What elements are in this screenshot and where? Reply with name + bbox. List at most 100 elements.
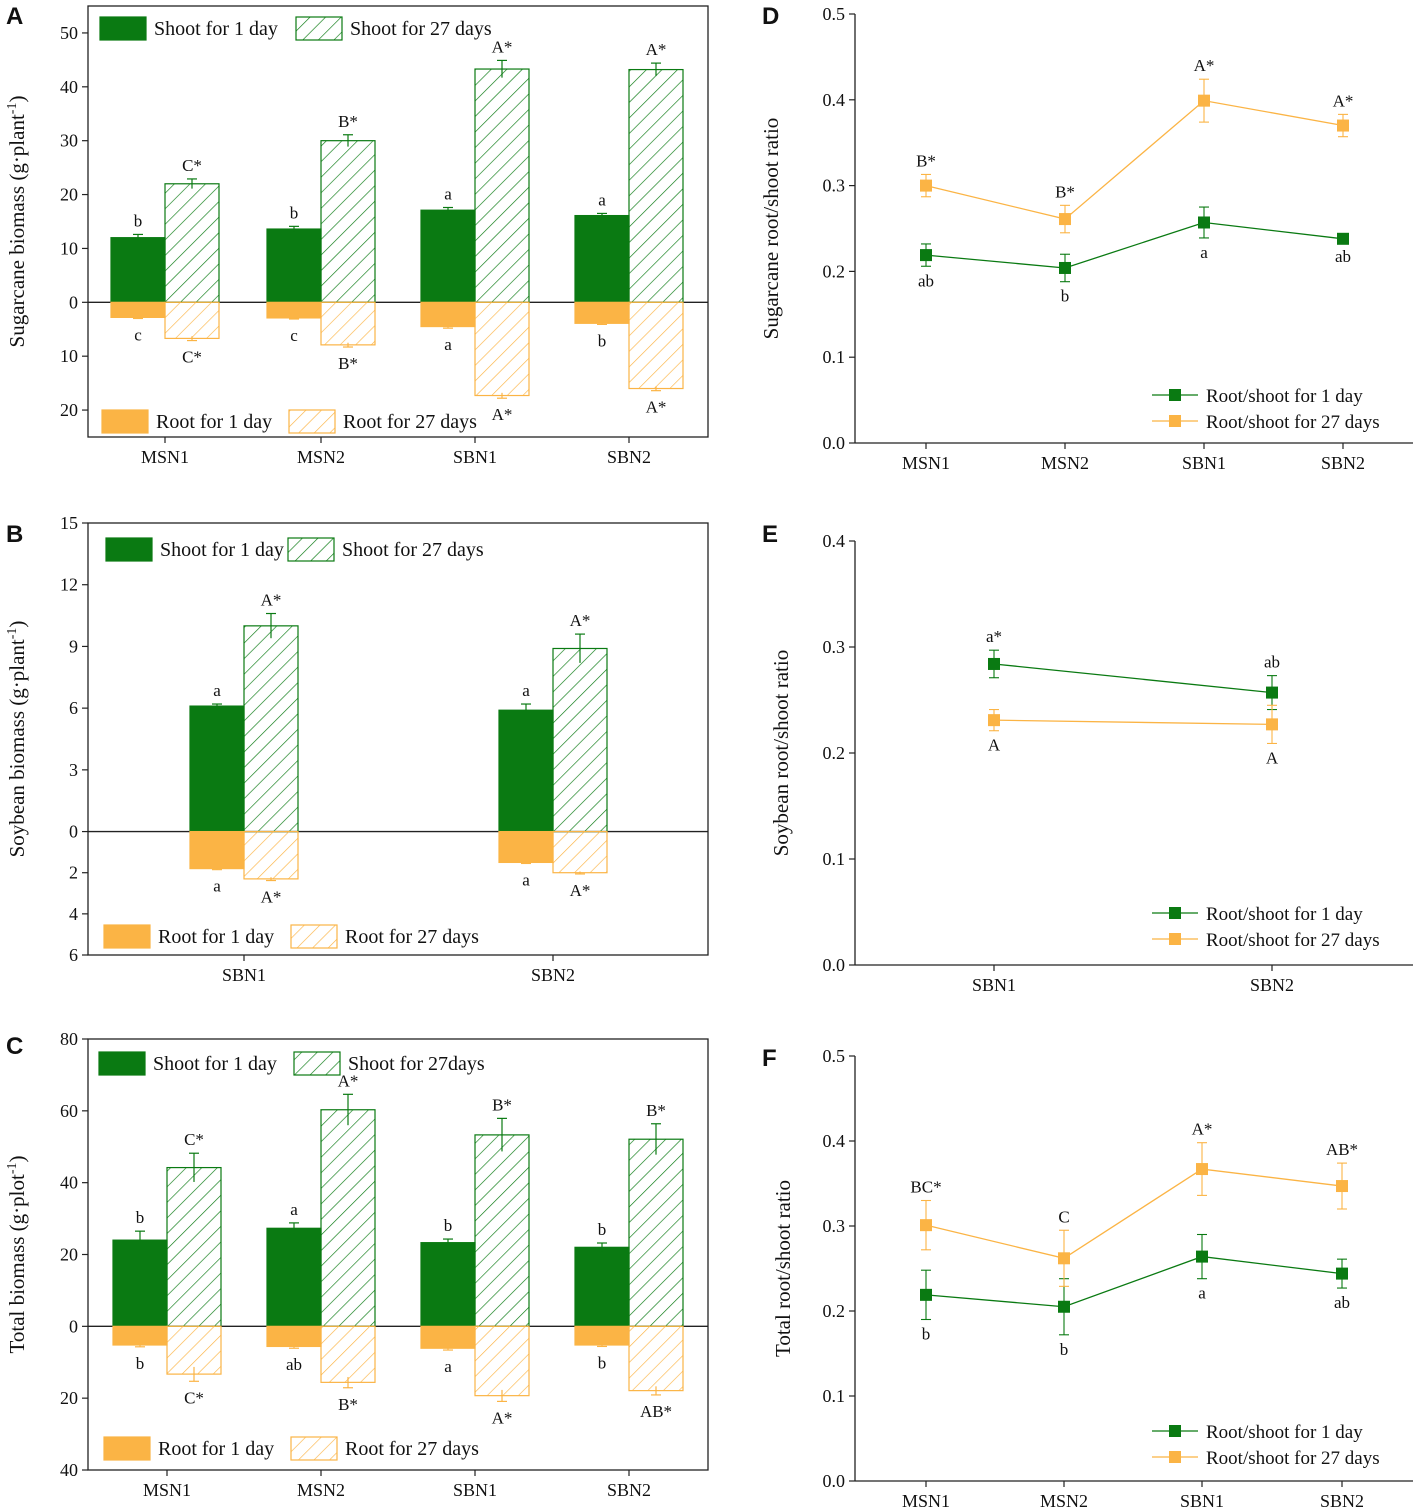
x-tick-label: SBN1 [1182,453,1226,473]
y-tick-label: 2 [69,863,78,883]
y-tick-label: 0.0 [823,433,846,453]
significance-letter: C* [184,1130,204,1149]
x-tick-label: MSN1 [902,1491,950,1510]
panel-letter-b: B [6,521,23,548]
bar [474,301,530,397]
significance-letter: A [1266,748,1279,767]
legend-swatch [99,16,147,41]
legend-swatch [290,1436,338,1461]
y-tick-label: 6 [69,945,78,965]
bar [420,1242,476,1327]
bar [164,183,220,303]
bar [420,301,476,328]
significance-letter: A* [646,398,667,417]
y-tick-label: 0.1 [823,1386,846,1406]
data-point-marker [1196,1163,1208,1176]
significance-letter: A* [570,611,591,630]
significance-letter: AB* [1326,1140,1358,1159]
data-point-marker [1059,261,1071,274]
significance-letter: b [290,203,299,222]
bar [420,1325,476,1349]
significance-letter: a [1198,1284,1206,1303]
legend-label: Shoot for 1 day [160,539,284,561]
legend-label: Root for 27 days [345,926,479,948]
significance-letter: a [444,184,452,203]
y-tick-label: 50 [60,23,78,43]
significance-letter: b [444,1216,453,1235]
significance-letter: ab [1334,1293,1350,1312]
bar [112,1325,168,1346]
significance-letter: a [522,681,530,700]
significance-letter: b [136,1354,145,1373]
panel-a-sugarcane-biomass: A 50 40 30 20 10 0 10 20 MSN1 MSN2 SBN1 SBN2 Sugarca… [5,3,709,467]
y-tick-label: 4 [69,904,78,924]
y-axis-label: Soybean root/shoot ratio [769,650,793,856]
y-tick-label: 0.3 [823,637,846,657]
bar [552,647,608,833]
series-line [993,663,1273,694]
y-axis-label-sup: -1 [5,1162,20,1174]
data-point-marker [1198,94,1210,107]
bar [266,228,322,303]
x-tick-label: SBN2 [1320,1491,1364,1510]
legend-swatch [287,537,335,562]
panel-letter-e: E [762,521,778,548]
significance-letter: B* [916,151,936,170]
legend-swatch [101,409,149,434]
panel-letter-c: C [6,1033,23,1060]
legend-marker [1169,389,1181,401]
y-tick-label: 6 [69,698,78,718]
series-line [925,1168,1343,1259]
significance-letter: C* [182,348,202,367]
x-tick-label: SBN1 [453,447,497,467]
y-axis-label-sup: -1 [5,103,20,115]
significance-letter: a [522,870,530,889]
bar [628,1138,684,1327]
significance-letter: a* [986,627,1002,646]
significance-letter: A* [1194,56,1215,75]
legend-label: Shoot for 1 day [153,1053,277,1075]
bar [474,1134,530,1327]
y-axis-label-close: ) [5,621,29,628]
significance-letter: b [598,1220,607,1239]
y-tick-label: 0 [69,1316,78,1336]
data-point-marker [1198,216,1210,229]
bar [112,1239,168,1327]
legend-label: Shoot for 1 day [154,18,278,40]
significance-letter: B* [1055,182,1075,201]
significance-letter: b [922,1325,931,1344]
x-tick-label: MSN2 [1041,453,1089,473]
bar [474,1325,530,1397]
data-point-marker [920,179,932,192]
panel-d-sugarcane-ratio: D 0.5 0.4 0.3 0.2 0.1 0.0 MSN1 MSN2 SBN1 SBN2 Suga… [759,3,1413,473]
y-axis-label: Total root/shoot ratio [771,1180,795,1357]
y-tick-label: 10 [60,238,78,258]
bar [110,237,166,303]
bar [420,209,476,303]
data-point-marker [1266,718,1278,731]
y-tick-label: 0.0 [823,1471,846,1491]
x-tick-label: MSN2 [297,447,345,467]
legend-swatch [103,924,151,949]
significance-letter: A* [1333,91,1354,110]
y-axis-label: Soybean biomass (g·plant-1) [5,621,29,858]
significance-letter: A* [646,40,667,59]
x-tick-label: MSN2 [297,1480,345,1500]
y-tick-label: 3 [69,760,78,780]
legend-swatch [105,537,153,562]
significance-letter: B* [338,354,358,373]
significance-letter: C* [182,156,202,175]
y-axis-label-text: Total biomass (g·plot [5,1174,29,1354]
y-axis-label-text: Sugarcane biomass (g·plant [5,114,29,347]
x-tick-label: SBN1 [453,1480,497,1500]
significance-letter: a [1200,243,1208,262]
y-axis-label-close: ) [5,96,29,103]
bar [574,1246,630,1327]
bar [320,1325,376,1383]
panel-b-soybean-biomass: B 15 12 9 6 3 0 2 4 6 SBN1 SBN2 Soybean biomass (g·… [5,513,709,985]
x-tick-label: SBN1 [972,975,1016,995]
bar [110,301,166,318]
significance-letter: A* [261,888,282,907]
y-tick-label: 30 [60,131,78,151]
